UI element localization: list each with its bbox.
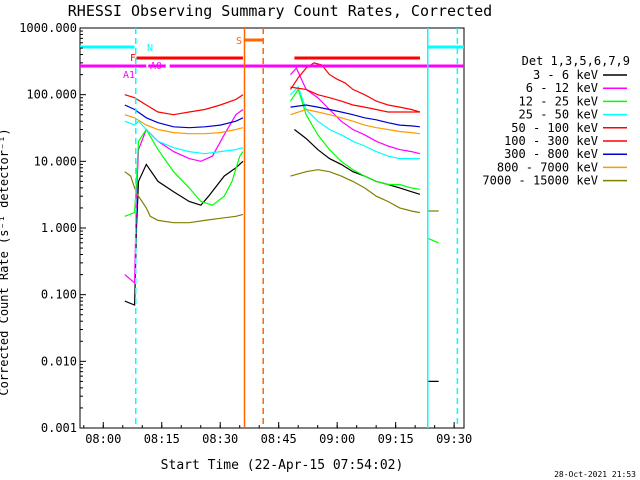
x-tick-label-4: 08:45 xyxy=(261,432,297,446)
flag-label-a1: A1 xyxy=(123,70,135,81)
y-tick-label-4: 1.000 xyxy=(41,221,77,235)
series-line-8 xyxy=(124,108,420,135)
x-axis-label: Start Time (22-Apr-15 07:54:02) xyxy=(161,458,404,473)
series-line-4 xyxy=(124,86,420,160)
legend-label-2: 6 - 12 keV xyxy=(526,81,598,95)
legend-label-6: 100 - 300 keV xyxy=(504,134,598,148)
legend-label-5: 50 - 100 keV xyxy=(511,121,598,135)
x-tick-label-1: 08:00 xyxy=(85,432,121,446)
legend-label-4: 25 - 50 keV xyxy=(519,108,598,122)
legend-label-3: 12 - 25 keV xyxy=(519,94,598,108)
flag-label-s: S xyxy=(236,36,242,47)
y-tick-label-3: 10.000 xyxy=(34,154,77,168)
series-line-3 xyxy=(124,88,439,244)
legend-title: Det 1,3,5,6,7,9 xyxy=(522,54,630,68)
series-line-7 xyxy=(124,104,420,129)
plot-frame xyxy=(79,27,465,429)
series-line-1 xyxy=(124,129,439,382)
legend-label-7: 300 - 800 keV xyxy=(504,147,598,161)
x-tick-label-2: 08:15 xyxy=(144,432,180,446)
flag-label-n: N xyxy=(147,43,153,54)
footer-timestamp: 28-Oct-2021 21:53 xyxy=(554,470,636,479)
chart-title: RHESSI Observing Summary Count Rates, Co… xyxy=(68,2,492,20)
legend-label-8: 800 - 7000 keV xyxy=(497,160,598,174)
y-tick-label-2: 100.000 xyxy=(26,88,77,102)
y-tick-label-6: 0.010 xyxy=(41,354,77,368)
legend-label-9: 7000 - 15000 keV xyxy=(482,174,598,188)
series-line-9 xyxy=(124,169,439,224)
flag-label-f: F xyxy=(130,53,136,64)
series-line-6 xyxy=(289,62,421,113)
x-tick-label-6: 09:15 xyxy=(378,432,414,446)
y-tick-label-5: 0.100 xyxy=(41,288,77,302)
x-tick-label-7: 09:30 xyxy=(436,432,472,446)
y-axis-label: Corrected Count Rate (s⁻¹ detector⁻¹) xyxy=(0,128,11,395)
series-line-5 xyxy=(124,86,420,116)
y-tick-label-7: 0.001 xyxy=(41,421,77,435)
legend-label-1: 3 - 6 keV xyxy=(533,68,598,82)
x-tick-label-3: 08:30 xyxy=(202,432,238,446)
x-tick-label-5: 09:00 xyxy=(319,432,355,446)
y-tick-label-1: 1000.000 xyxy=(19,21,77,35)
